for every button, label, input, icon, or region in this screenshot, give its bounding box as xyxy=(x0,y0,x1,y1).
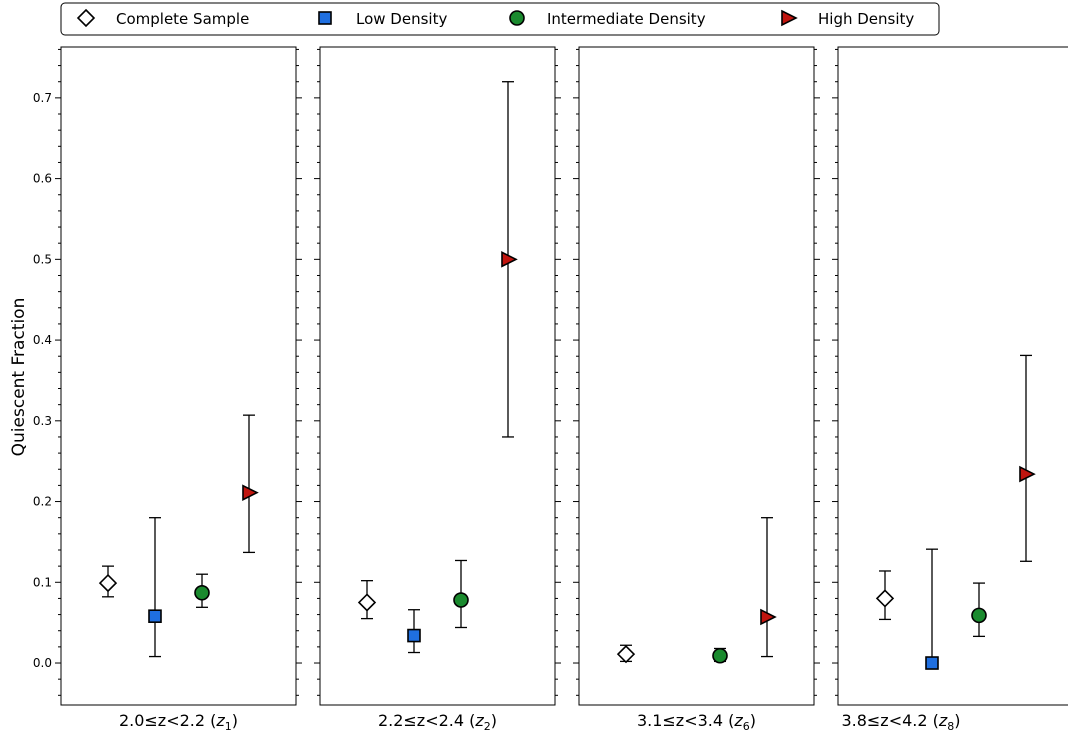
panel-label: 2.2≤z<2.4 (z2) xyxy=(378,711,497,733)
data-point-low-density xyxy=(148,609,162,623)
data-point-complete-sample xyxy=(98,573,118,593)
legend-marker-low-density xyxy=(318,11,332,25)
y-tick-label: 0.4 xyxy=(33,333,52,347)
y-tick-label: 0.1 xyxy=(33,575,52,589)
data-point-intermediate-density xyxy=(712,647,728,664)
data-point-complete-sample xyxy=(616,645,636,664)
y-tick-label: 0.3 xyxy=(33,414,52,428)
y-tick-label: 0.6 xyxy=(33,172,52,186)
panel-frame xyxy=(578,46,815,706)
legend-marker-complete-sample xyxy=(76,8,96,28)
data-point-low-density xyxy=(925,656,939,670)
data-point-intermediate-density xyxy=(194,584,210,601)
data-point-low-density xyxy=(407,628,421,643)
legend-label: High Density xyxy=(818,10,914,28)
data-point-complete-sample xyxy=(875,589,895,608)
legend-marker-high-density xyxy=(781,9,798,27)
data-point-intermediate-density xyxy=(971,607,987,624)
data-point-high-density xyxy=(760,608,777,626)
legend-box xyxy=(60,2,940,36)
data-point-high-density xyxy=(501,251,518,268)
legend-label: Intermediate Density xyxy=(547,10,706,28)
panel-frame xyxy=(837,46,1068,706)
legend-marker-intermediate-density xyxy=(509,10,525,26)
y-tick-label: 0.7 xyxy=(33,91,52,105)
panel-label: 3.1≤z<3.4 (z6) xyxy=(637,711,756,733)
panel-frame xyxy=(319,46,556,706)
data-point-high-density xyxy=(1019,465,1036,483)
data-point-complete-sample xyxy=(357,593,377,612)
legend-label: Complete Sample xyxy=(116,10,249,28)
panel-label: 3.8≤z<4.2 (z8) xyxy=(841,711,960,733)
panels: 0.0 0.1 0.2 0.3 0.4 0.5 0.6 0.7 2.0≤z<2.2 (z1) 2.… xyxy=(33,46,1068,733)
data-point-high-density xyxy=(242,484,259,501)
y-tick-label: 0.0 xyxy=(33,656,52,670)
panel-4: 3.8≤z<4.2 (z8) xyxy=(832,46,1068,733)
panel-label: 2.0≤z<2.2 (z1) xyxy=(119,711,238,733)
panel-2: 2.2≤z<2.4 (z2) xyxy=(314,46,561,733)
legend: Complete Sample Low Density Intermediate D… xyxy=(60,2,940,36)
panel-1: 0.0 0.1 0.2 0.3 0.4 0.5 0.6 0.7 2.0≤z<2.2 (z1) xyxy=(33,46,302,733)
y-tick-label: 0.5 xyxy=(33,252,52,266)
data-point-intermediate-density xyxy=(453,592,469,608)
panel-3: 3.1≤z<3.4 (z6) xyxy=(573,46,820,733)
y-axis-label: Quiescent Fraction xyxy=(9,298,29,457)
y-tick-label: 0.2 xyxy=(33,495,52,509)
legend-label: Low Density xyxy=(356,10,447,28)
panel-frame xyxy=(60,46,297,706)
